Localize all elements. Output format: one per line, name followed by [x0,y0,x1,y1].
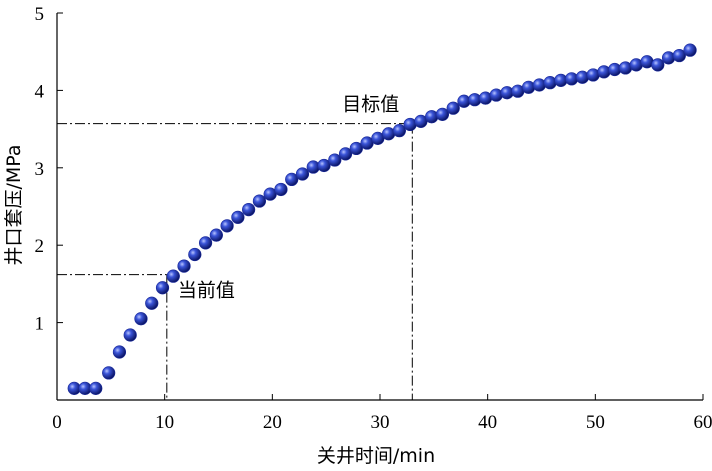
reference-lines [57,123,413,400]
data-point [209,228,223,242]
data-point [532,78,546,92]
data-point [392,124,406,138]
data-point [543,76,557,90]
data-point [435,107,450,121]
data-point [102,366,116,380]
data-point [683,43,697,57]
data-point [489,88,503,102]
data-point [521,80,536,94]
annotation-label: 当前值 [178,280,235,302]
data-point [177,259,191,273]
data-point [134,312,148,326]
y-tick-label: 3 [35,159,45,180]
axes: 0 10 20 30 40 50 60 1 2 3 4 5 [35,4,712,433]
x-tick-label: 20 [263,412,282,433]
data-point [274,182,288,197]
data-point [220,219,234,233]
data-point [252,194,267,208]
data-point [145,296,159,310]
data-point [188,247,202,262]
data-point [328,153,342,167]
data-point [597,65,611,79]
data-point [338,147,353,161]
data-point [112,345,127,359]
data-point [155,281,170,295]
x-tick-label: 40 [478,412,497,433]
data-point [317,158,331,173]
x-tick-label: 60 [694,412,712,433]
data-point [295,167,310,181]
y-tick-label: 4 [35,81,45,102]
data-point [446,101,460,115]
data-point [89,381,103,395]
data-point [661,51,676,65]
annotation-label: 目标值 [342,94,399,116]
data-point [575,70,590,84]
data-point [425,110,439,124]
data-point [672,48,686,63]
data-point [285,172,299,187]
data-point [231,210,245,224]
data-point [166,269,180,283]
data-series [67,43,697,395]
data-point [242,202,256,217]
x-tick-label: 50 [586,412,605,433]
y-tick-label: 2 [35,236,45,257]
data-point [651,58,665,72]
data-point [349,141,363,156]
y-tick-label: 5 [35,4,45,25]
x-axis-title: 关井时间/min [317,445,435,467]
x-tick-label: 10 [155,412,174,433]
x-tick-label: 0 [52,412,62,433]
data-point [198,236,213,250]
y-tick-label: 1 [35,314,45,335]
x-tick-label: 30 [371,412,390,433]
y-axis-title: 井口套压/MPa [3,144,25,265]
data-point [123,328,137,342]
